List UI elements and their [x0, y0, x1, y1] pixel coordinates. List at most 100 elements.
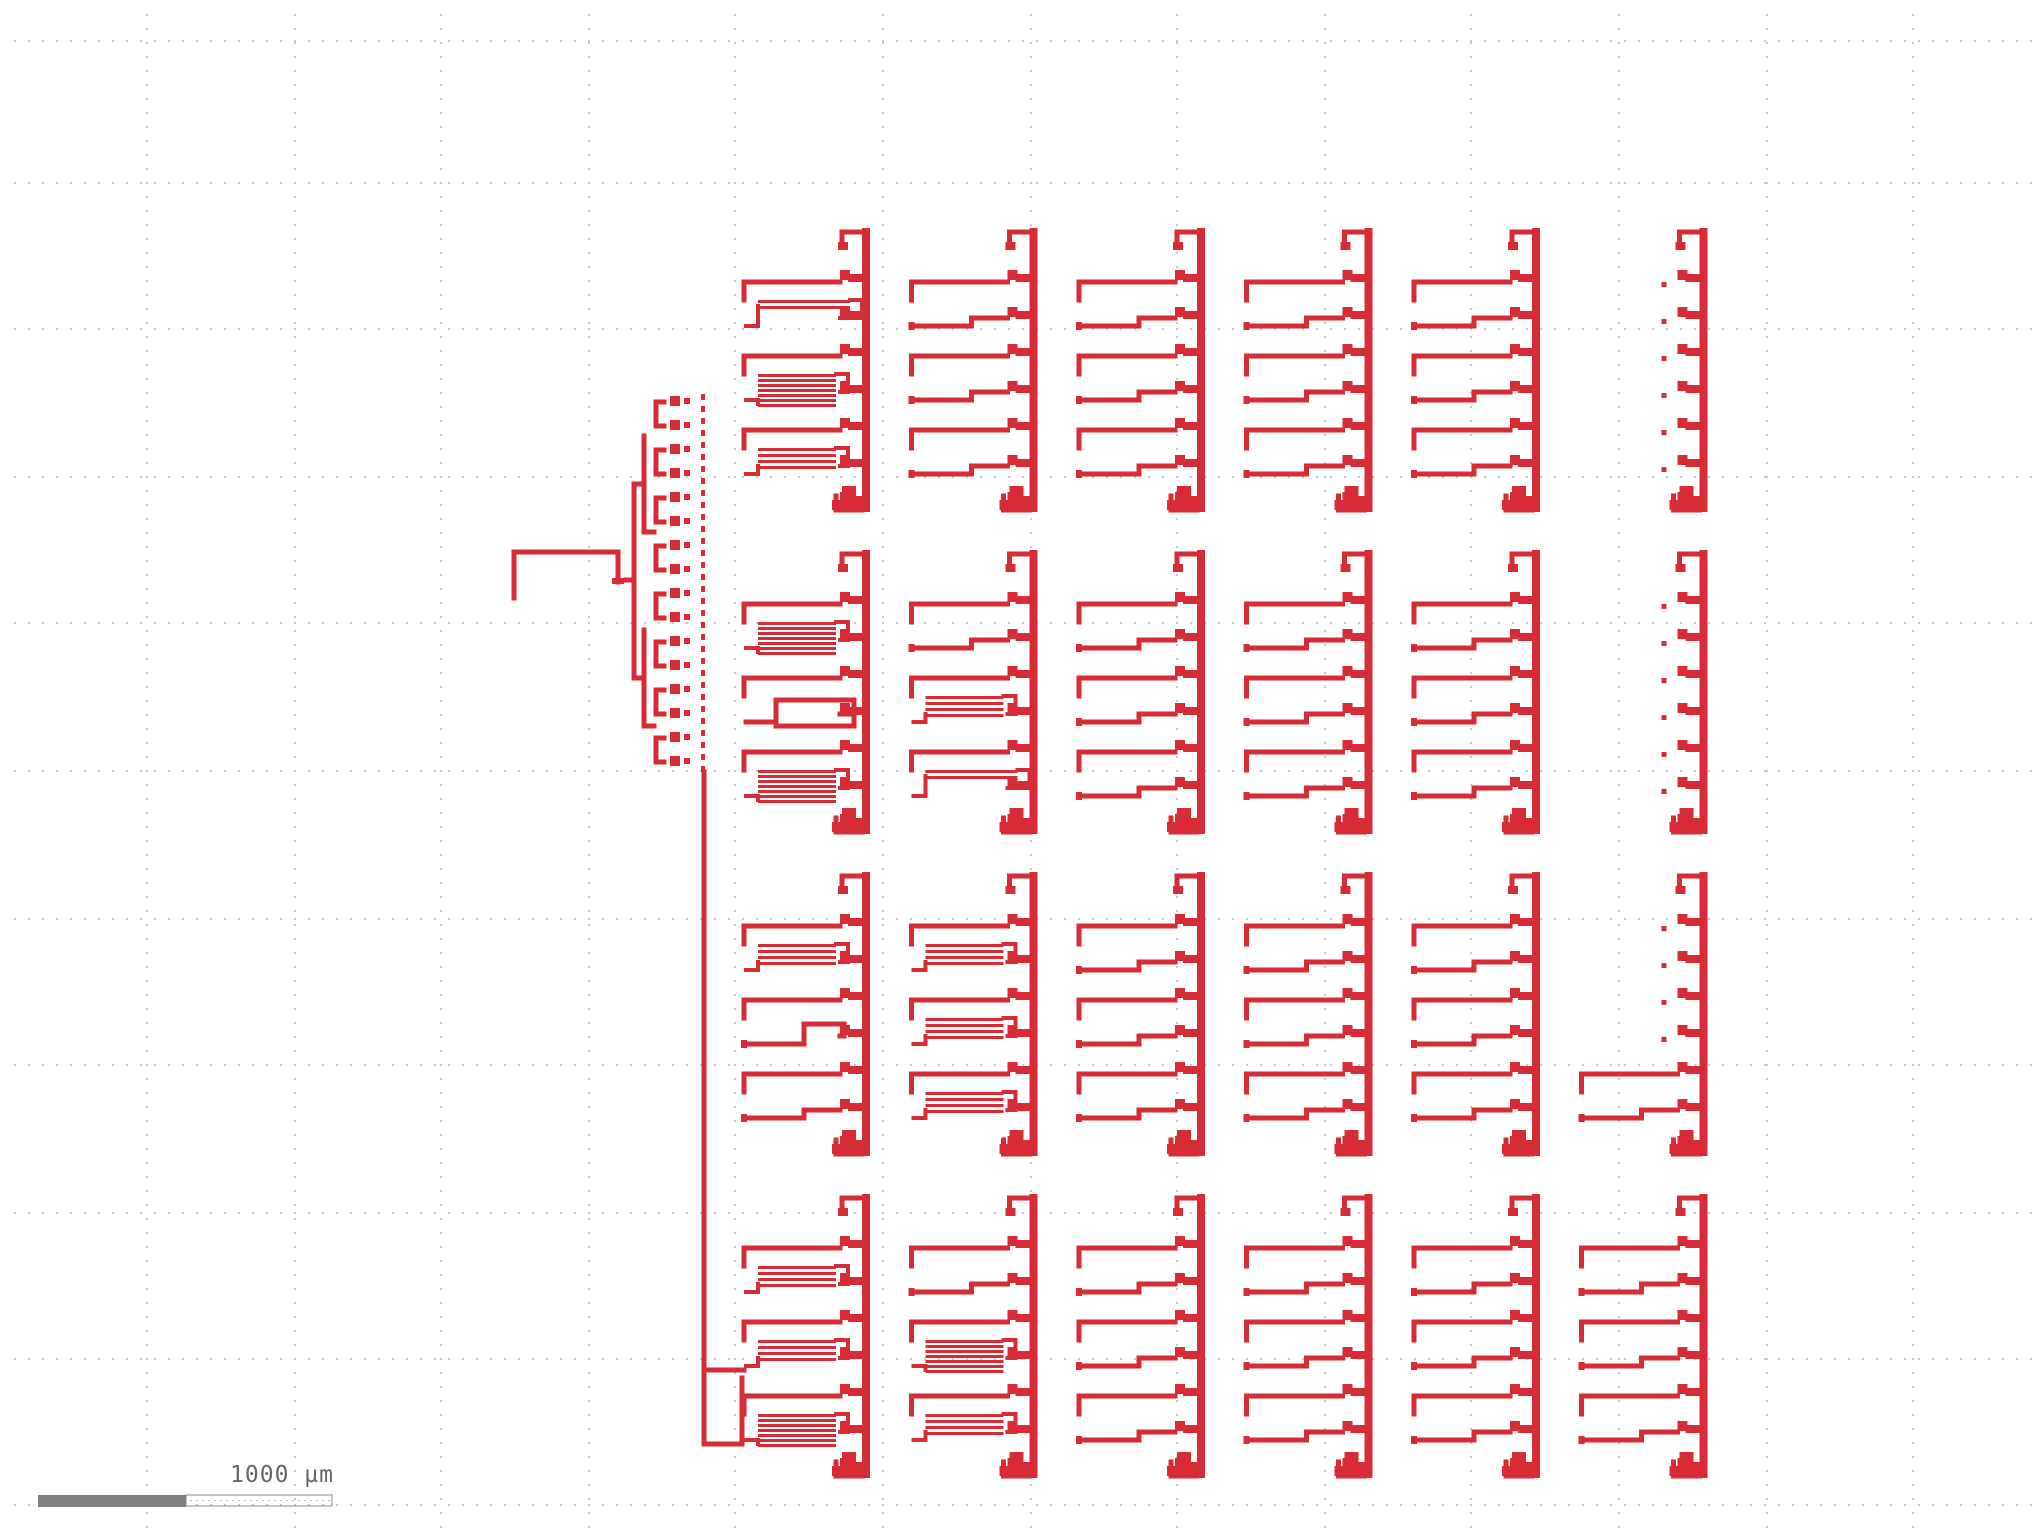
- top-hook: [1342, 551, 1367, 571]
- bus-tap: [1183, 1066, 1197, 1074]
- tap-pad: [1342, 1458, 1353, 1468]
- tap-pad: [1175, 1099, 1185, 1109]
- bottom-foot: [1502, 1466, 1532, 1476]
- tree-node: [670, 540, 680, 550]
- upper-trace: [1244, 601, 1345, 625]
- upper-trace: [1076, 675, 1178, 699]
- lower-trace: [1246, 1355, 1345, 1369]
- tap-pad: [1175, 1310, 1185, 1320]
- output-dot: [701, 418, 705, 424]
- stub-dot: [1661, 604, 1667, 609]
- tap-pad: [1342, 1421, 1353, 1431]
- meander-line: [925, 944, 1004, 947]
- tap-pad: [1342, 344, 1353, 354]
- trace-end: [741, 1114, 747, 1122]
- meander-line: [758, 1444, 836, 1447]
- trace-end: [1411, 1362, 1417, 1370]
- tap-pad: [1007, 492, 1018, 502]
- meander-lead: [911, 712, 928, 724]
- top-pad: [1508, 564, 1518, 572]
- lower-trace: [1413, 463, 1513, 477]
- output-dot: [701, 670, 705, 676]
- trace-end: [1076, 1114, 1082, 1122]
- bus-tap: [1350, 1103, 1365, 1111]
- tap-pad: [1007, 1458, 1018, 1468]
- cell-block-4-col-2: [908, 1194, 1038, 1479]
- bus-tap: [1183, 496, 1197, 504]
- tap-pad: [840, 418, 850, 428]
- bus-tap: [1015, 1240, 1030, 1248]
- meander-line: [758, 950, 836, 953]
- stub-dot: [1661, 789, 1667, 794]
- scale-bar-empty: [185, 1494, 333, 1507]
- meander-lead: [911, 1364, 928, 1372]
- top-pad: [1508, 886, 1518, 894]
- bus-tap: [1518, 1240, 1532, 1248]
- tap-pad: [840, 1347, 850, 1357]
- tap-pad: [1677, 418, 1688, 428]
- bus-tap: [1183, 311, 1197, 319]
- tap-pad: [1007, 1062, 1018, 1072]
- upper-trace: [909, 353, 1010, 377]
- tap-pad: [1007, 1310, 1018, 1320]
- trace-end: [1578, 1362, 1585, 1370]
- upper-trace: [741, 1393, 843, 1417]
- tap-pad: [1677, 1062, 1688, 1072]
- meander-line: [758, 394, 836, 397]
- bus-tap: [1518, 459, 1532, 467]
- tap-pad: [1175, 914, 1185, 924]
- bus-tap: [1518, 1351, 1532, 1359]
- meander-line: [925, 1420, 1004, 1423]
- scale-bar-tick: [214, 1500, 216, 1501]
- tap-pad: [1510, 951, 1520, 961]
- tree-node: [670, 396, 680, 406]
- trace-end: [908, 322, 915, 330]
- scale-bar-tick: [298, 1500, 300, 1501]
- cell-block-1-col-5: [1411, 228, 1540, 513]
- tree-trunk: [631, 577, 647, 681]
- bottom-foot: [999, 822, 1030, 832]
- tap-pad: [1342, 703, 1353, 713]
- meander-lead: [834, 1264, 850, 1286]
- trace-end: [1411, 470, 1417, 478]
- tree-node-small: [684, 686, 690, 692]
- top-pad: [1675, 1208, 1686, 1216]
- input-pad-trace: [511, 549, 621, 601]
- tap-pad: [1175, 1273, 1185, 1283]
- tap-pad: [1342, 951, 1353, 961]
- lower-trace: [1413, 389, 1513, 403]
- tree-node: [670, 732, 680, 742]
- trace-end: [1411, 322, 1417, 330]
- bus-tap: [1183, 1140, 1197, 1148]
- tap-pad: [1677, 455, 1688, 465]
- tree-node: [670, 468, 680, 478]
- bus-tap: [1350, 781, 1365, 789]
- cell-block-3-col-4: [1243, 872, 1373, 1157]
- tap-pad: [1677, 951, 1688, 961]
- tap-pad: [1342, 1236, 1353, 1246]
- tap-pad: [1510, 1458, 1520, 1468]
- meander-line: [758, 1266, 836, 1269]
- output-dot: [701, 622, 705, 628]
- lower-trace: [911, 389, 1010, 403]
- trace-end: [1076, 644, 1082, 652]
- meander-line: [925, 702, 1004, 705]
- tap-pad: [840, 1236, 850, 1246]
- bus-tap: [1015, 1103, 1030, 1111]
- lower-trace: [1078, 463, 1178, 477]
- bus-tap: [1350, 348, 1365, 356]
- trace-end: [1243, 470, 1250, 478]
- upper-trace: [909, 675, 1010, 699]
- lower-trace: [911, 637, 1010, 651]
- top-hook: [1509, 551, 1535, 571]
- tap-pad: [1677, 703, 1688, 713]
- bus-tap: [1350, 1314, 1365, 1322]
- top-pad: [1005, 242, 1016, 250]
- cell-block-3-col-1: [741, 872, 870, 1157]
- meander-line: [758, 1272, 836, 1275]
- tap-pad: [1510, 1347, 1520, 1357]
- output-dot: [701, 502, 705, 508]
- bus-tap: [1685, 1388, 1700, 1396]
